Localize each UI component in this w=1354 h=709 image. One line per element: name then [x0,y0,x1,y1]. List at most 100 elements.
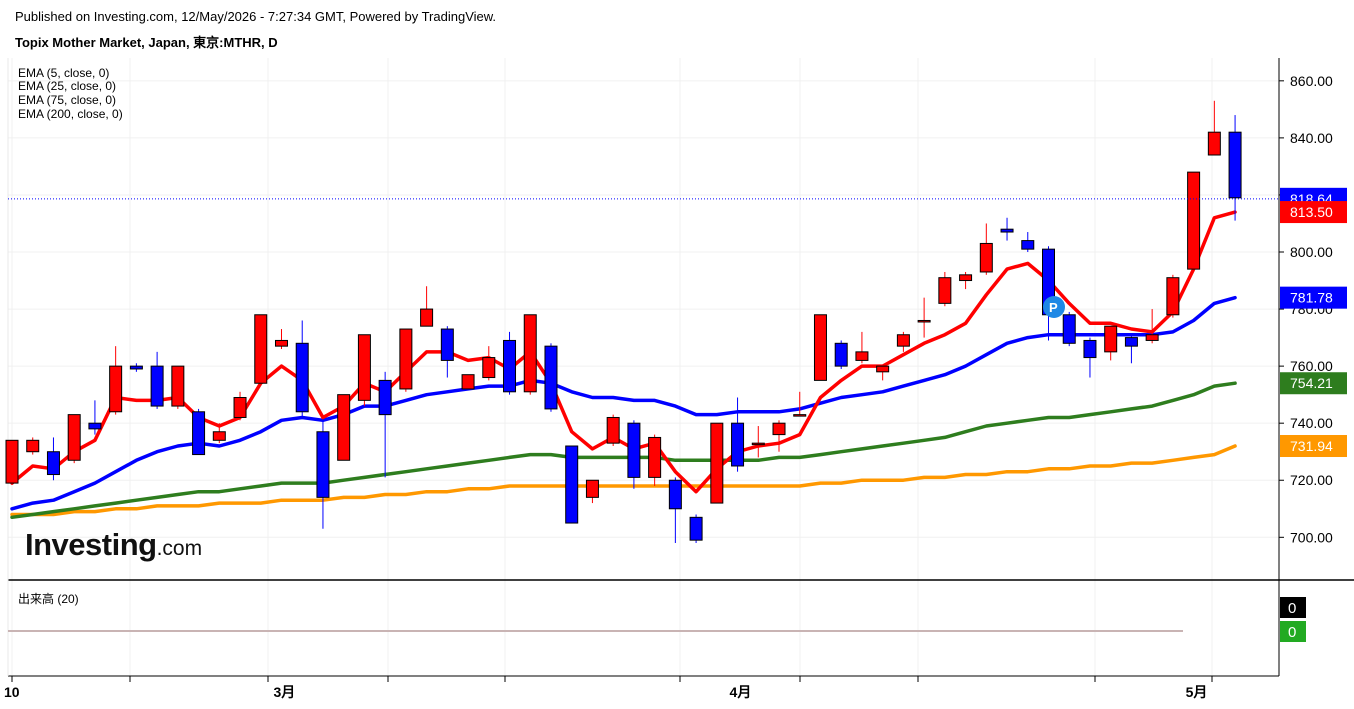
candle-body [1083,339,1097,359]
candle-body [233,397,247,418]
candle-body [316,431,330,498]
candle-body [876,365,890,373]
candle [1000,217,1014,241]
candle-body [1062,314,1076,344]
candle [855,331,869,364]
candle-body [461,374,475,390]
candle-body [544,345,558,410]
candle [129,363,143,372]
candle [668,477,682,544]
indicator-ema25-label[interactable]: EMA (25, close, 0) [18,79,117,93]
candle-body [772,422,786,436]
ema200-badge: 731.94 [1280,435,1347,458]
candle-body [420,308,434,327]
candle-body [813,314,827,381]
x-tick-label: 10 [4,684,20,700]
candle [440,326,454,378]
candle-body [1104,325,1118,353]
candle [1228,115,1242,221]
candle [1166,274,1180,318]
candle [150,351,164,409]
y-tick-label: 740.00 [1290,415,1333,431]
candle-body [668,479,682,510]
candle [876,365,890,381]
candle-body [1000,228,1014,233]
y-tick-label: 860.00 [1290,73,1333,89]
indicator-ema75-label[interactable]: EMA (75, close, 0) [18,93,117,107]
candle [295,320,309,418]
candle-body [1021,240,1035,250]
candle [565,445,579,524]
ema25-line [10,295,1237,511]
volume-badge-1: 0 [1280,597,1306,618]
candle-body [917,319,931,323]
ema200-badge-bg [1280,435,1347,458]
candle [1083,337,1097,378]
candle-body [109,365,123,413]
candle [109,346,123,415]
candle [399,328,413,392]
candle [67,414,81,464]
volume-badge-bg [1280,597,1306,618]
candle [316,420,330,529]
ema200-badge-text: 731.94 [1290,438,1333,454]
candle-body [192,411,206,456]
candle [813,314,827,381]
candle [689,514,703,544]
ema75-badge-bg [1280,372,1347,395]
candle-body [88,422,102,430]
candle-body [1187,171,1201,270]
candle [772,420,786,452]
candle-body [1145,334,1159,341]
candle [959,271,973,290]
candle [212,423,226,444]
candle [482,346,496,381]
volume-badge-bg [1280,621,1306,642]
indicator-ema5-label[interactable]: EMA (5, close, 0) [18,66,110,80]
candle [627,420,641,489]
ema25-badge-bg [1280,286,1347,309]
candle [420,286,434,327]
candle [274,329,288,350]
candle [1062,311,1076,347]
indicator-ema200-label[interactable]: EMA (200, close, 0) [18,107,123,121]
candle-body [751,442,765,446]
candle-body [523,314,537,393]
investing-logo: Investing.com [25,527,203,562]
candle [378,371,392,478]
volume-pane-label[interactable]: 出来高 (20) [18,592,79,606]
candle-body [731,422,745,467]
y-tick-label: 840.00 [1290,130,1333,146]
volume-badge-text: 0 [1288,624,1296,641]
candle [46,437,60,481]
candle [648,434,662,486]
candle-body [938,277,952,304]
candle [254,314,268,384]
candle-body [627,422,641,478]
candle-body [440,328,454,361]
candle [606,414,620,447]
candle-body [67,414,81,461]
candle-body [295,342,309,413]
candle [26,437,40,455]
ema5-line [10,210,1237,494]
candle-body [1228,131,1242,199]
candle [1104,325,1118,361]
candle [834,340,848,369]
candle-body [399,328,413,390]
candle-body [1207,131,1221,156]
candle [357,334,371,407]
ema25-badge: 781.78 [1280,286,1347,309]
candle [896,331,910,352]
y-tick-label: 760.00 [1290,358,1333,374]
candle [1207,100,1221,156]
event-marker-letter: P [1049,300,1058,315]
candle-body [337,394,351,461]
event-marker-circle [1043,296,1065,318]
candle-body [1166,277,1180,316]
candle-body [274,339,288,347]
candle [192,408,206,456]
candle [88,400,102,435]
candle [337,394,351,461]
